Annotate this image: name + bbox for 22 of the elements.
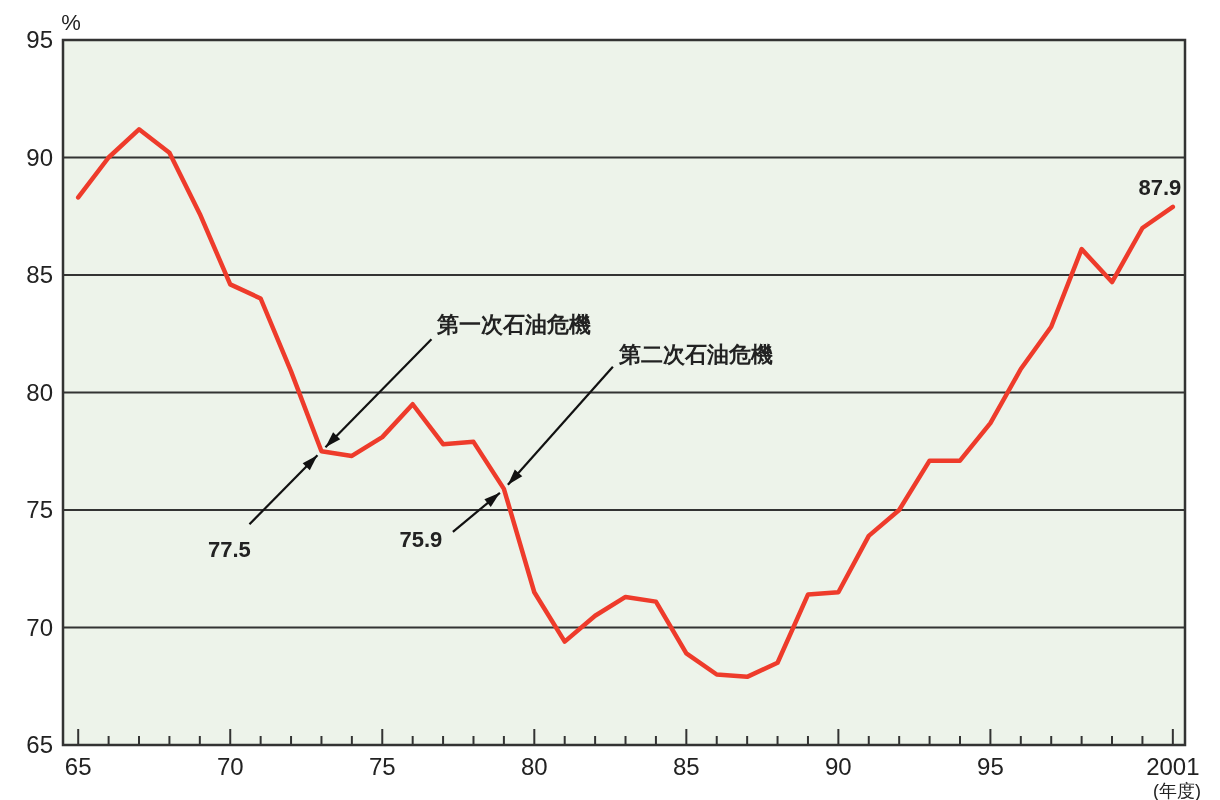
x-tick-label: 95 <box>977 753 1004 780</box>
annotation: 87.9 <box>1138 174 1182 200</box>
y-tick-label: 80 <box>26 378 53 406</box>
y-tick-label: 95 <box>26 26 53 53</box>
y-tick-label: 75 <box>26 496 53 523</box>
y-tick-label: 70 <box>26 613 53 641</box>
y-axis-title: % <box>61 10 81 35</box>
x-tick-label: 65 <box>64 753 92 780</box>
y-tick-label: 90 <box>26 143 53 171</box>
annotation: 第一次石油危機 <box>436 312 592 338</box>
x-tick-label: 80 <box>520 753 548 780</box>
y-tick-label: 65 <box>26 731 53 758</box>
x-axis-title: (年度) <box>1153 781 1201 800</box>
y-tick-label: 85 <box>26 261 53 288</box>
x-tick-label: 90 <box>825 753 852 780</box>
x-tick-label: 85 <box>672 753 700 780</box>
x-tick-label: 75 <box>368 753 396 780</box>
annotation: 第二次石油危機 <box>617 341 773 367</box>
annotation: 75.9 <box>399 526 443 552</box>
x-tick-label: 2001 <box>1146 753 1200 780</box>
x-tick-label: 70 <box>216 753 244 780</box>
annotation: 77.5 <box>208 537 251 563</box>
